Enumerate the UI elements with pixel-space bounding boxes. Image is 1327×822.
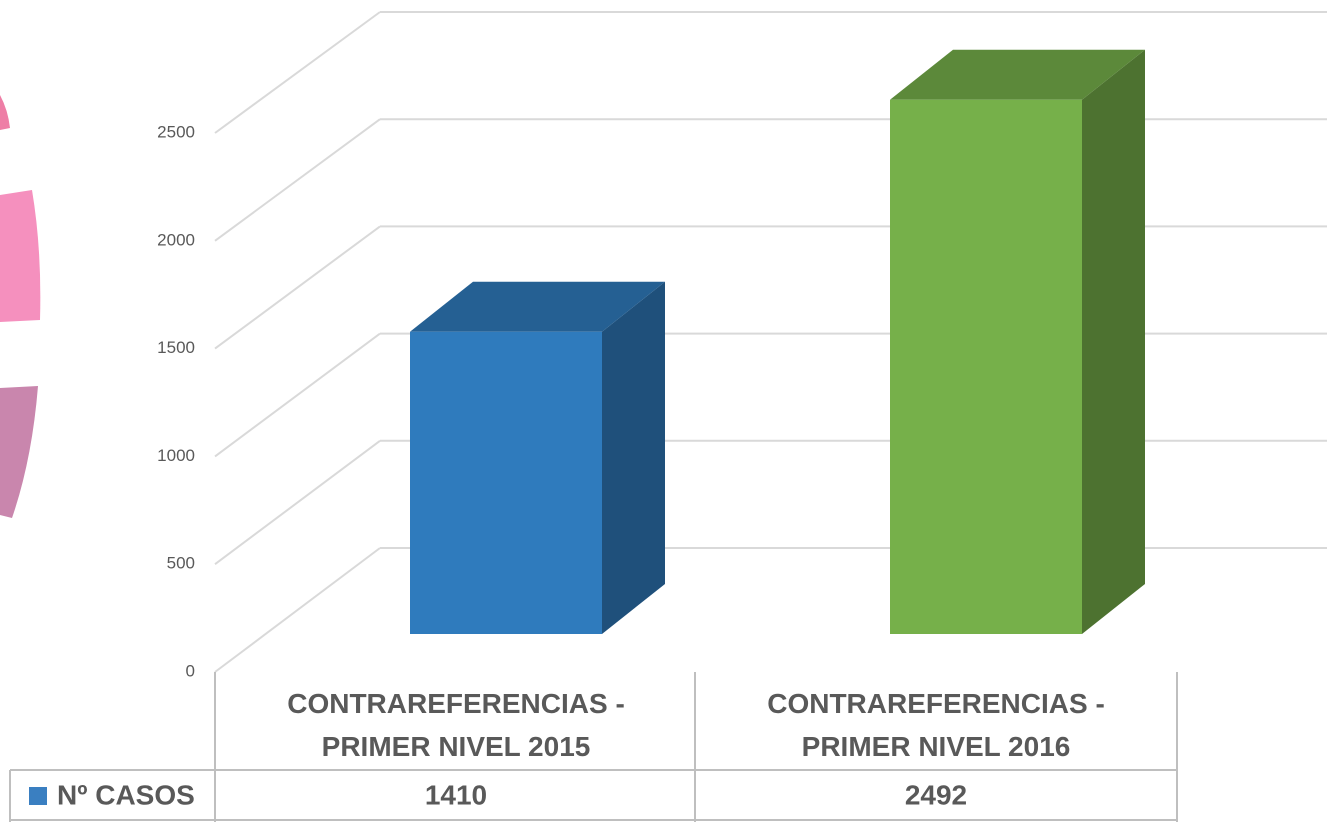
grid-line-side bbox=[214, 225, 381, 350]
y-tick-label: 2000 bbox=[157, 230, 195, 249]
bar-top bbox=[890, 49, 1145, 100]
bar-front bbox=[890, 99, 1082, 634]
bar-side bbox=[602, 281, 665, 634]
table-value: 1410 bbox=[425, 779, 487, 810]
decoration bbox=[0, 386, 38, 518]
legend-label: Nº CASOS bbox=[57, 779, 195, 810]
x-tick-label: CONTRAREFERENCIAS - PRIMER NIVEL 2016 bbox=[767, 688, 1105, 762]
grid-line-side bbox=[214, 118, 381, 242]
decoration bbox=[0, 95, 10, 130]
y-tick-label: 500 bbox=[167, 554, 195, 573]
y-tick-label: 1500 bbox=[157, 338, 195, 357]
grid-line-side bbox=[214, 547, 381, 673]
x-tick-label: CONTRAREFERENCIAS - PRIMER NIVEL 2015 bbox=[287, 688, 625, 762]
bar-front bbox=[410, 331, 602, 634]
bar-top bbox=[410, 281, 665, 332]
grid-line-side bbox=[214, 11, 381, 134]
bar bbox=[410, 281, 665, 634]
y-tick-label: 1000 bbox=[157, 446, 195, 465]
grid-line-side bbox=[214, 439, 381, 566]
table-value: 2492 bbox=[905, 779, 967, 810]
decoration bbox=[0, 190, 41, 322]
bar-side bbox=[1082, 49, 1145, 634]
bar bbox=[890, 49, 1145, 634]
grid-line-side bbox=[214, 332, 381, 458]
y-tick-label: 0 bbox=[186, 661, 195, 680]
y-tick-label: 2500 bbox=[157, 122, 195, 141]
legend-swatch bbox=[29, 787, 47, 805]
